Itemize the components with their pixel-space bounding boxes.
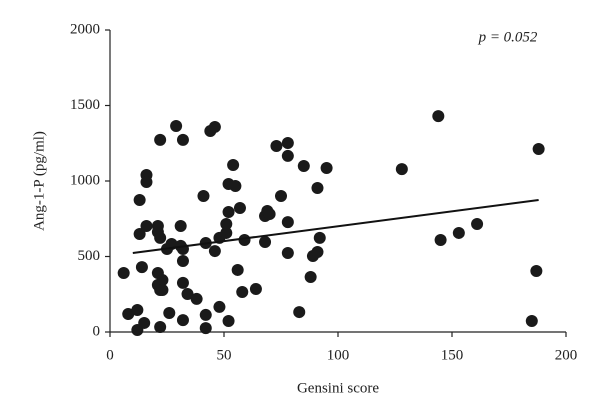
point [525, 314, 538, 327]
point [176, 255, 189, 268]
y-tick-label: 500 [78, 248, 101, 264]
point [233, 202, 246, 215]
point [154, 231, 167, 244]
point [281, 216, 294, 229]
point [297, 160, 310, 173]
point [199, 308, 212, 321]
x-tick-label: 50 [217, 347, 232, 363]
point [281, 149, 294, 162]
y-tick-label: 1000 [70, 172, 100, 188]
point [117, 266, 130, 279]
point [532, 142, 545, 155]
point [140, 176, 153, 189]
point [222, 314, 235, 327]
point [249, 282, 262, 295]
x-tick-label: 100 [327, 347, 350, 363]
point [270, 139, 283, 152]
point [190, 292, 203, 305]
point [320, 162, 333, 175]
point [213, 300, 226, 313]
x-tick-label: 150 [441, 347, 464, 363]
point [395, 163, 408, 176]
y-tick-label: 1500 [70, 97, 100, 113]
point [170, 120, 183, 133]
point [281, 247, 294, 260]
point [227, 158, 240, 171]
point [133, 194, 146, 207]
point [199, 322, 212, 335]
point [259, 236, 272, 249]
point [432, 110, 445, 123]
point [133, 228, 146, 241]
y-tick-label: 2000 [70, 21, 100, 37]
point [135, 261, 148, 274]
point [293, 306, 306, 319]
point [197, 189, 210, 202]
y-axis-label: Ang-1-P (pg/ml) [31, 131, 47, 231]
point [176, 133, 189, 146]
point [174, 219, 187, 232]
point [208, 120, 221, 133]
point [452, 226, 465, 239]
point [163, 306, 176, 319]
point [131, 303, 144, 316]
y-tick-label: 0 [93, 323, 101, 339]
point [311, 245, 324, 258]
point [140, 219, 153, 232]
point [471, 218, 484, 231]
point [122, 308, 135, 321]
point [236, 285, 249, 298]
point [176, 276, 189, 289]
point [530, 264, 543, 277]
point [231, 263, 244, 276]
point [208, 245, 221, 258]
point [434, 234, 447, 247]
point [220, 218, 233, 231]
point [311, 181, 324, 194]
point [304, 271, 317, 284]
x-tick-label: 200 [555, 347, 578, 363]
fit-line [132, 199, 539, 255]
point [176, 242, 189, 255]
point [263, 208, 276, 221]
point [138, 316, 151, 329]
point [154, 321, 167, 334]
point [313, 231, 326, 244]
x-tick-label: 0 [106, 347, 114, 363]
point [181, 287, 194, 300]
point [154, 133, 167, 146]
point [281, 136, 294, 149]
point [275, 189, 287, 202]
point [156, 274, 169, 287]
annotation: p = 0.052 [478, 29, 538, 45]
point [220, 226, 233, 239]
point [176, 314, 189, 327]
point [229, 179, 242, 192]
point [156, 284, 169, 297]
x-axis-label: Gensini score [297, 380, 379, 396]
point [222, 205, 235, 218]
point [238, 234, 251, 247]
